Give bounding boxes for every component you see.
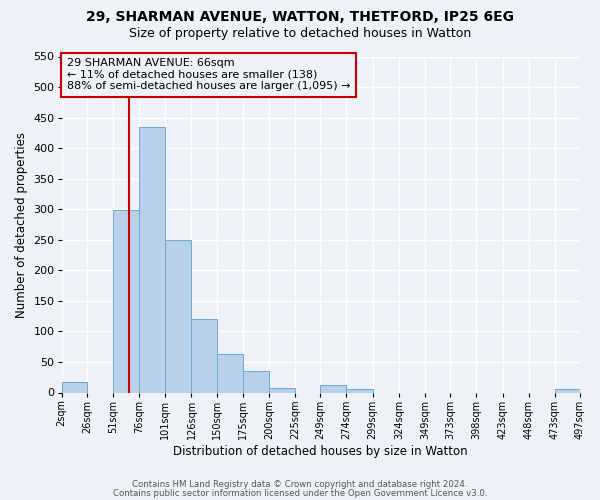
Bar (243, 371, 269, 392)
X-axis label: Distribution of detached houses by size in Watton: Distribution of detached houses by size … (173, 444, 468, 458)
Bar (166, 240, 191, 392)
Text: Contains public sector information licensed under the Open Government Licence v3: Contains public sector information licen… (113, 489, 487, 498)
Bar (269, 388, 295, 392)
Bar (555, 390, 580, 392)
Text: Size of property relative to detached houses in Watton: Size of property relative to detached ho… (129, 28, 471, 40)
Text: 29 SHARMAN AVENUE: 66sqm
← 11% of detached houses are smaller (138)
88% of semi-: 29 SHARMAN AVENUE: 66sqm ← 11% of detach… (67, 58, 350, 92)
Bar (217, 354, 243, 393)
Bar (113, 210, 139, 392)
Bar (191, 319, 217, 392)
Bar (320, 385, 346, 392)
Text: Contains HM Land Registry data © Crown copyright and database right 2024.: Contains HM Land Registry data © Crown c… (132, 480, 468, 489)
Y-axis label: Number of detached properties: Number of detached properties (15, 132, 28, 318)
Bar (139, 127, 165, 392)
Text: 29, SHARMAN AVENUE, WATTON, THETFORD, IP25 6EG: 29, SHARMAN AVENUE, WATTON, THETFORD, IP… (86, 10, 514, 24)
Bar (346, 390, 373, 392)
Bar (62, 382, 87, 392)
